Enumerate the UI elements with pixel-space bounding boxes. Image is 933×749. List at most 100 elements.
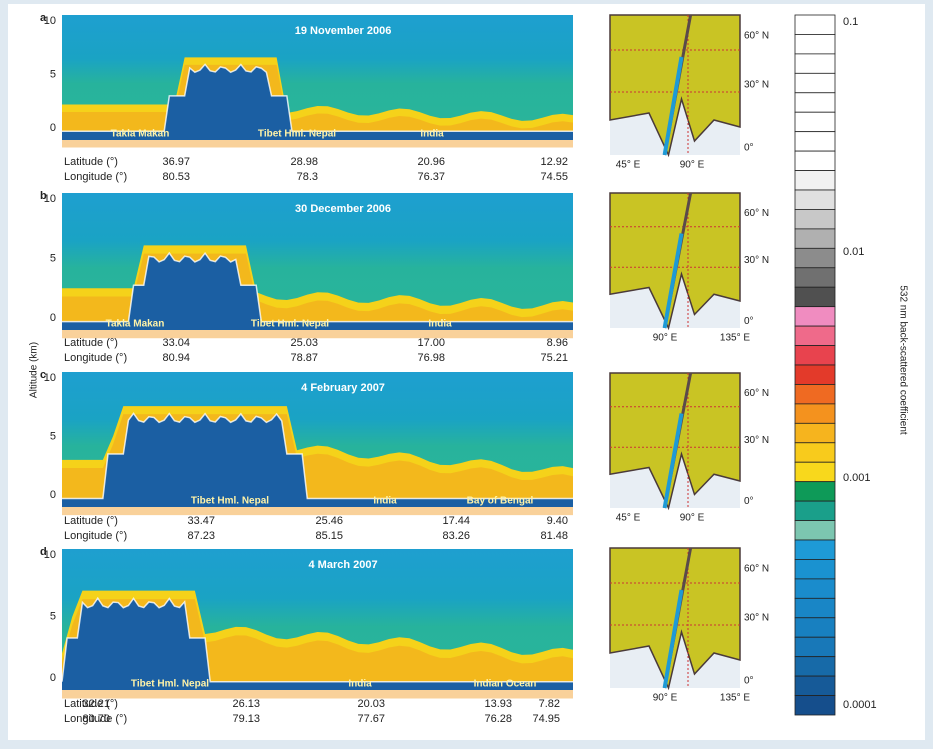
latitude-value: 36.97	[162, 156, 190, 168]
place-label: Tibet Hml. Nepal	[258, 129, 336, 140]
colorbar-cell	[794, 539, 836, 560]
y-tick-label: 0	[50, 312, 56, 324]
colorbar-label: 532 nm back-scattered coefficient	[897, 285, 908, 435]
panel-letter: b	[40, 190, 47, 202]
colorbar-cell	[794, 247, 836, 269]
latitude-value: 17.00	[417, 337, 445, 349]
latitude-value: 8.96	[547, 337, 568, 349]
latitude-value: 9.40	[547, 515, 568, 527]
place-label: Tibet Hml. Nepal	[251, 319, 329, 330]
map-lat-label: 0°	[744, 496, 754, 507]
place-label: India	[373, 496, 397, 507]
colorbar-tick-label: 0.1	[843, 16, 858, 28]
longitude-value: 76.98	[417, 352, 445, 364]
place-label: Tibet Hml. Nepal	[191, 496, 269, 507]
longitude-value: 79.13	[232, 713, 260, 725]
y-tick-label: 0	[50, 489, 56, 501]
colorbar-cell	[794, 384, 836, 405]
longitude-value: 78.3	[297, 171, 318, 183]
longitude-value: 80.70	[82, 713, 110, 725]
colorbar-cell	[794, 92, 836, 113]
y-tick-label: 10	[44, 15, 56, 27]
longitude-value: 75.21	[540, 352, 568, 364]
colorbar-cell	[794, 675, 836, 696]
y-tick-label: 5	[50, 430, 56, 442]
longitude-value: 80.94	[162, 352, 190, 364]
latitude-label: Latitude (°)	[64, 337, 118, 349]
ground	[62, 413, 573, 507]
longitude-label: Longitude (°)	[64, 352, 127, 364]
colorbar-cell	[794, 72, 836, 94]
map-lon-label: 90° E	[680, 513, 705, 524]
place-label: India	[420, 129, 444, 140]
ground	[62, 64, 573, 140]
y-tick-label: 0	[50, 122, 56, 134]
axis-label: Altitude (km)	[29, 342, 40, 398]
place-label: Indian Ocean	[474, 679, 537, 690]
colorbar-cell	[794, 53, 836, 74]
map-lon-label: 135° E	[720, 333, 750, 344]
y-tick-label: 10	[44, 372, 56, 384]
latitude-value: 33.04	[162, 337, 190, 349]
longitude-value: 74.55	[540, 171, 568, 183]
colorbar-tick-label: 0.01	[843, 246, 864, 258]
map-lon-label: 135° E	[720, 693, 750, 704]
colorbar-cell	[794, 345, 836, 366]
map-lat-label: 0°	[744, 143, 754, 154]
place-label: Takla Makan	[111, 129, 170, 140]
colorbar-cell	[794, 695, 836, 716]
longitude-value: 76.37	[417, 171, 445, 183]
colorbar-cell	[794, 461, 836, 483]
latitude-value: 17.44	[442, 515, 470, 527]
colorbar-cell	[794, 306, 836, 327]
map-lon-label: 45° E	[616, 160, 641, 171]
colorbar-cell	[794, 656, 836, 677]
latitude-value: 25.46	[315, 515, 343, 527]
map-lat-label: 0°	[744, 316, 754, 327]
latitude-value: 7.82	[539, 698, 560, 710]
colorbar-cell	[794, 189, 836, 210]
longitude-value: 83.26	[442, 530, 470, 542]
latitude-value: 20.03	[357, 698, 385, 710]
ground	[62, 598, 573, 690]
map-lon-label: 90° E	[653, 333, 678, 344]
longitude-label: Longitude (°)	[64, 713, 127, 725]
map-lat-label: 60° N	[744, 564, 769, 575]
orbit-track-segment	[662, 589, 684, 689]
surface-line	[62, 63, 573, 132]
panel-date: 4 February 2007	[301, 382, 385, 394]
latitude-value: 20.96	[417, 156, 445, 168]
place-label: Takla Makan	[106, 319, 165, 330]
colorbar-cell	[794, 286, 836, 308]
colorbar-cell	[794, 111, 836, 133]
colorbar-cell	[794, 150, 836, 171]
colorbar-cell	[794, 34, 836, 55]
y-tick-label: 10	[44, 193, 56, 205]
longitude-value: 78.87	[290, 352, 318, 364]
colorbar-cell	[794, 403, 836, 424]
colorbar-cell	[794, 597, 836, 619]
colorbar-cell	[794, 636, 836, 658]
panel-letter: d	[40, 546, 47, 558]
map-lat-label: 0°	[744, 676, 754, 687]
orbit-track-segment	[662, 233, 684, 329]
colorbar-tick-label: 0.0001	[843, 699, 877, 711]
colorbar-cell	[794, 131, 836, 152]
colorbar-cell	[794, 228, 836, 249]
colorbar-cell	[794, 559, 836, 580]
longitude-value: 80.53	[162, 171, 190, 183]
colorbar-cell	[794, 481, 836, 502]
colorbar-cell	[794, 422, 836, 444]
map-lon-label: 90° E	[653, 693, 678, 704]
longitude-value: 87.23	[187, 530, 215, 542]
colorbar-cell	[794, 578, 836, 599]
longitude-label: Longitude (°)	[64, 530, 127, 542]
colorbar-cell	[794, 209, 836, 230]
panel-letter: c	[40, 369, 46, 381]
longitude-value: 76.28	[484, 713, 512, 725]
latitude-label: Latitude (°)	[64, 698, 118, 710]
colorbar-cell	[794, 617, 836, 638]
map-lat-label: 30° N	[744, 435, 769, 446]
colorbar-cell	[794, 325, 836, 346]
